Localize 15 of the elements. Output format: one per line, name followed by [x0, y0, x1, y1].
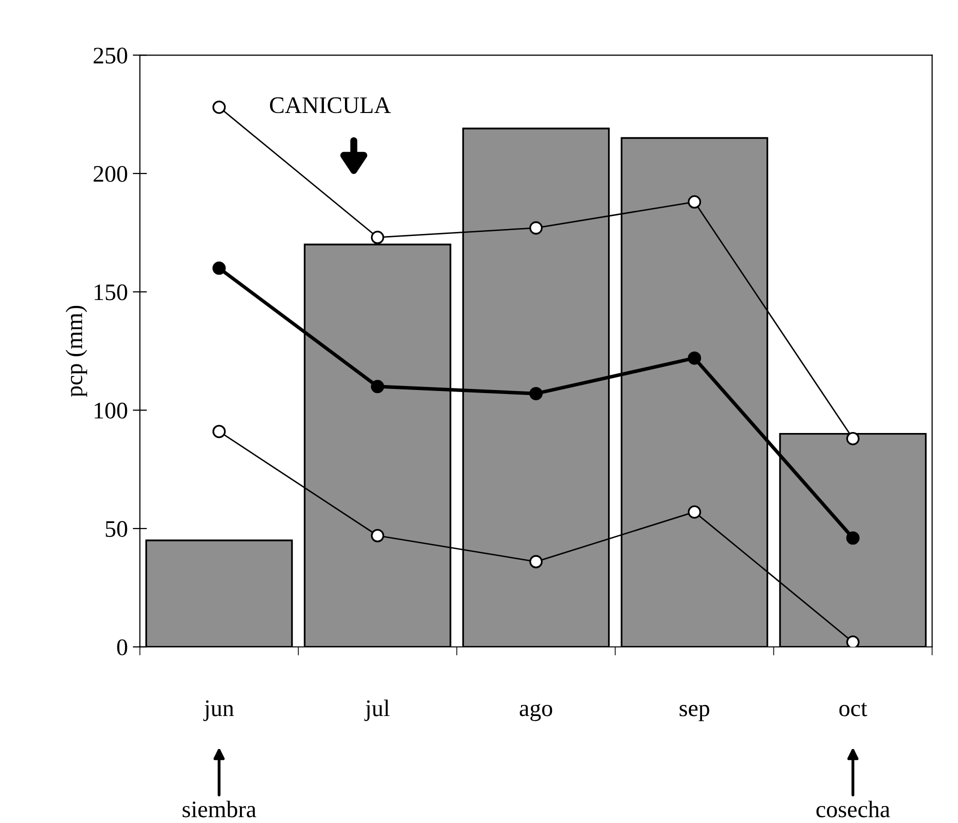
x-tick-label: oct	[839, 702, 868, 716]
x-tick-label: sep	[680, 704, 710, 722]
y-tick-label: 150	[94, 284, 128, 300]
x-tick-label: jun	[203, 700, 234, 722]
y-tick-label: 0	[117, 639, 128, 656]
y-axis-title: pcp (mm)	[66, 306, 88, 397]
y-tick-label: 200	[94, 166, 128, 182]
x-tick-label: ago	[520, 704, 552, 722]
y-tick-label: 250	[94, 48, 128, 64]
y-tick-label: 100	[94, 402, 128, 419]
x-tick-label: jul	[364, 700, 390, 722]
annotation: CANICULA	[270, 97, 391, 114]
text: siembra	[182, 800, 256, 818]
y-tick-label: 50	[106, 521, 128, 537]
text: cosecha	[816, 800, 890, 818]
